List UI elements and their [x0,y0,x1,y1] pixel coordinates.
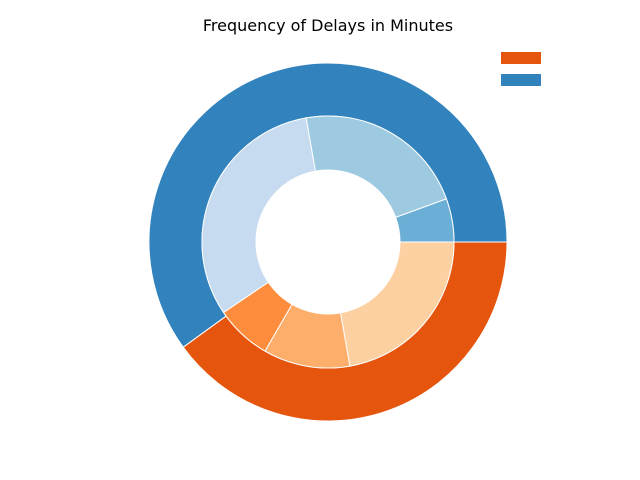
legend-swatch-1 [501,52,541,64]
legend-swatch-2 [501,74,541,86]
legend [501,52,541,86]
inner-ring-slice-6 [395,198,455,243]
donut-rings [148,62,508,422]
chart-title: Frequency of Delays in Minutes [203,16,453,35]
inner-ring-slice-4 [201,117,317,314]
